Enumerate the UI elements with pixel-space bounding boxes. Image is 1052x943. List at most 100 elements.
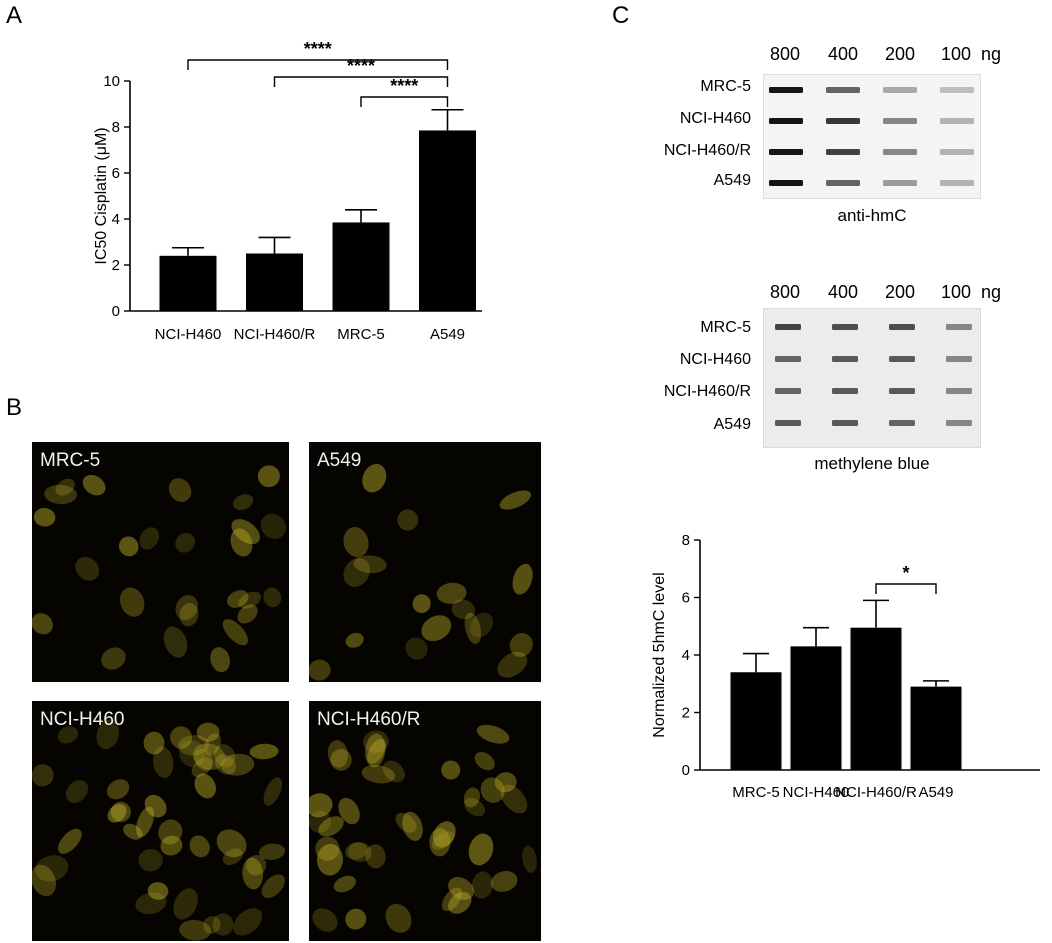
bar (159, 255, 217, 311)
x-tick-label: NCI-H460/R (835, 784, 917, 801)
nucleus (345, 842, 368, 860)
blot-band (940, 180, 974, 186)
nucleus (365, 733, 386, 768)
nucleus (412, 594, 431, 614)
blot-band (769, 87, 803, 93)
nucleus (173, 888, 198, 920)
nucleus (476, 724, 510, 744)
nucleus (158, 819, 183, 845)
amount-label: 800 (770, 282, 801, 302)
nucleus (448, 877, 475, 901)
x-tick-label: NCI-H460 (155, 326, 222, 343)
blot-band (775, 420, 801, 426)
nuclei-field (32, 719, 286, 941)
blot-band (826, 87, 860, 93)
nucleus (233, 908, 263, 936)
nucleus (175, 532, 196, 553)
nucleus (431, 831, 455, 850)
unit-label: ng (981, 44, 1002, 64)
blot-row-label: NCI-H460 (679, 110, 751, 127)
nucleus (168, 478, 192, 502)
nucleus (216, 829, 247, 858)
nucleus (32, 613, 53, 635)
nucleus (153, 746, 174, 778)
amount-label: 800 (770, 44, 801, 64)
nucleus (55, 478, 75, 496)
blot-caption: methylene blue (814, 454, 930, 473)
nucleus (345, 908, 367, 930)
blot-band (883, 118, 917, 124)
nucleus (429, 828, 451, 857)
significance-bracket (273, 76, 449, 87)
blot-band (832, 356, 858, 362)
nucleus (212, 913, 234, 936)
blot-row-label: NCI-H460 (679, 351, 751, 368)
nucleus (213, 744, 236, 768)
blot-membrane (763, 74, 981, 199)
blot-band (832, 324, 858, 330)
blot-band (889, 420, 915, 426)
nucleus (179, 919, 212, 941)
nucleus (222, 848, 243, 866)
nucleus (237, 604, 258, 624)
x-tick-label: A549 (918, 784, 953, 801)
blot-band (769, 118, 803, 124)
nucleus (522, 845, 537, 873)
nucleus (260, 513, 286, 539)
blot-band (826, 118, 860, 124)
nucleus (471, 871, 493, 899)
significance-bracket (875, 583, 937, 594)
nucleus (464, 612, 482, 644)
nucleus (327, 740, 349, 768)
blot-band (826, 149, 860, 155)
nuclei-field (309, 724, 537, 933)
nucleus (315, 836, 340, 861)
nucleus (139, 527, 160, 550)
blot-band (940, 118, 974, 124)
nucleus (318, 816, 344, 837)
nuclei-field (32, 465, 286, 673)
nucleus (338, 797, 360, 825)
blot-band (883, 87, 917, 93)
nucleus (170, 726, 193, 749)
nucleus (138, 848, 163, 872)
nucleus (32, 864, 56, 897)
nucleus (135, 892, 167, 915)
blot-band (946, 388, 972, 394)
significance-label: **** (304, 39, 332, 59)
nucleus (257, 465, 280, 488)
micrograph-label: A549 (317, 450, 362, 471)
amount-label: 100 (941, 44, 972, 64)
nucleus (96, 719, 120, 750)
nucleus (263, 587, 282, 608)
nucleus (160, 835, 183, 856)
amount-label: 200 (885, 44, 916, 64)
dot-blot-anti-hmc: 800 400 200 100 ng MRC-5 NCI-H460 NCI-H4… (655, 40, 1045, 240)
significance-bracket (187, 59, 449, 70)
blot-band (940, 87, 974, 93)
blot-band (946, 420, 972, 426)
nucleus (385, 903, 412, 933)
nucleus (210, 647, 230, 673)
blot-band (832, 420, 858, 426)
y-tick-label: 2 (682, 705, 690, 722)
nucleus (144, 794, 167, 818)
nucleus (107, 804, 127, 823)
significance-label: * (902, 563, 909, 583)
y-tick-label: 8 (112, 119, 120, 136)
bar (730, 672, 782, 770)
nucleus (259, 843, 286, 860)
nucleus (261, 874, 285, 899)
blot-band (889, 388, 915, 394)
nucleus (82, 474, 106, 496)
x-tick-label: MRC-5 (732, 784, 780, 801)
amount-label: 100 (941, 282, 972, 302)
nucleus (35, 855, 69, 882)
nucleus (33, 507, 56, 527)
significance-bracket (360, 96, 449, 107)
blot-band (889, 324, 915, 330)
nucleus (58, 828, 82, 854)
nucleus (232, 494, 254, 511)
blot-band (946, 356, 972, 362)
nucleus (441, 760, 461, 780)
